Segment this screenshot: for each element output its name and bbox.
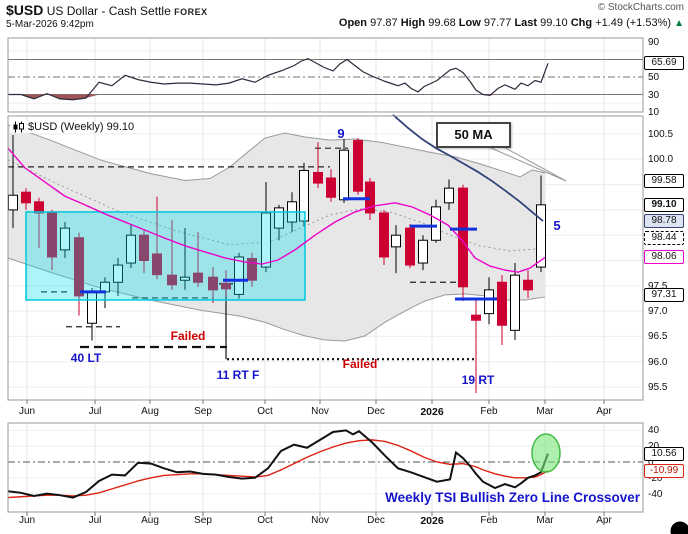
ma50-callout: 50 MA (436, 122, 511, 148)
candle-up (510, 274, 520, 331)
ma50-line (392, 114, 544, 222)
last-label: Last (514, 17, 538, 29)
legend-text: $USD (Weekly) 99.10 (28, 121, 135, 133)
high-value: 99.68 (428, 17, 456, 29)
symbol-label: $USD (6, 2, 44, 18)
instrument-name: US Dollar - Cash Settle (43, 4, 175, 18)
ma50-callout-text: 50 MA (454, 127, 493, 142)
high-label: High (400, 17, 426, 29)
candle-down (523, 279, 533, 291)
candle-up (261, 212, 271, 268)
candle-down (139, 234, 149, 261)
candle-down (247, 257, 257, 281)
candlesticks-icon (13, 121, 24, 133)
candle-up (339, 149, 349, 201)
candle-up (444, 187, 454, 204)
candle-down (167, 274, 177, 286)
magenta-ma-line (7, 147, 546, 273)
cyan-highlight-box (25, 211, 306, 301)
panel-border (7, 422, 644, 513)
panel-border (7, 115, 644, 401)
rsi-line (8, 57, 549, 101)
bollinger-upper-edge (7, 124, 546, 182)
candle-down (193, 272, 203, 283)
candle-up (274, 207, 284, 229)
bollinger-mid-dotted (7, 159, 546, 252)
candle-down (313, 171, 323, 184)
candle-up (60, 227, 70, 251)
candle-down (497, 281, 507, 326)
low-value: 97.77 (483, 17, 512, 29)
candle-down (471, 314, 481, 321)
candle-up (113, 264, 123, 283)
last-value: 99.10 (540, 17, 568, 29)
up-arrow-icon: ▲ (674, 18, 684, 29)
chg-label: Chg (570, 17, 593, 29)
candle-down (152, 253, 162, 276)
candle-up (126, 234, 136, 264)
tsi-line (7, 429, 549, 499)
exchange-label: FOREX (174, 7, 208, 17)
datetime-label: 5-Mar-2026 9:42pm (6, 19, 94, 30)
candle-down (379, 212, 389, 258)
chg-value: +1.49 (+1.53%) (595, 17, 672, 29)
candle-down (47, 212, 57, 258)
tsi-caption-text: Weekly TSI Bullish Zero Line Crossover (385, 490, 640, 505)
candle-up (418, 239, 428, 264)
green-highlight-circle (531, 433, 561, 473)
header-title-line: $USD US Dollar - Cash Settle FOREX (6, 2, 208, 20)
quote-readout: Open 97.87 High 99.68 Low 97.77 Last 99.… (339, 17, 684, 29)
bollinger-lower-edge (7, 257, 546, 342)
candle-up (484, 289, 494, 315)
candle-up (299, 169, 309, 222)
bollinger-band-fill (8, 124, 545, 341)
candle-down (21, 191, 31, 204)
candle-down (405, 227, 415, 266)
candle-down (34, 201, 44, 214)
candle-up (431, 206, 441, 241)
tsi-signal-line (7, 439, 549, 499)
candle-down (353, 140, 363, 192)
candle-up (180, 276, 190, 281)
main-panel-legend: $USD (Weekly) 99.10 (10, 121, 138, 133)
candle-down (221, 282, 231, 290)
candle-up (8, 194, 18, 211)
candle-up (234, 256, 244, 295)
candle-down (74, 237, 84, 297)
stockcharts-logo-mark (670, 521, 688, 534)
open-value: 97.87 (370, 17, 398, 29)
rsi-below-fill (8, 94, 548, 100)
open-label: Open (338, 17, 368, 29)
candle-down (326, 177, 336, 198)
panel-border (7, 37, 644, 113)
candle-up (391, 234, 401, 248)
copyright-label: © StockCharts.com (597, 2, 684, 13)
low-label: Low (458, 17, 481, 29)
candle-up (536, 204, 546, 268)
candle-down (208, 276, 218, 291)
